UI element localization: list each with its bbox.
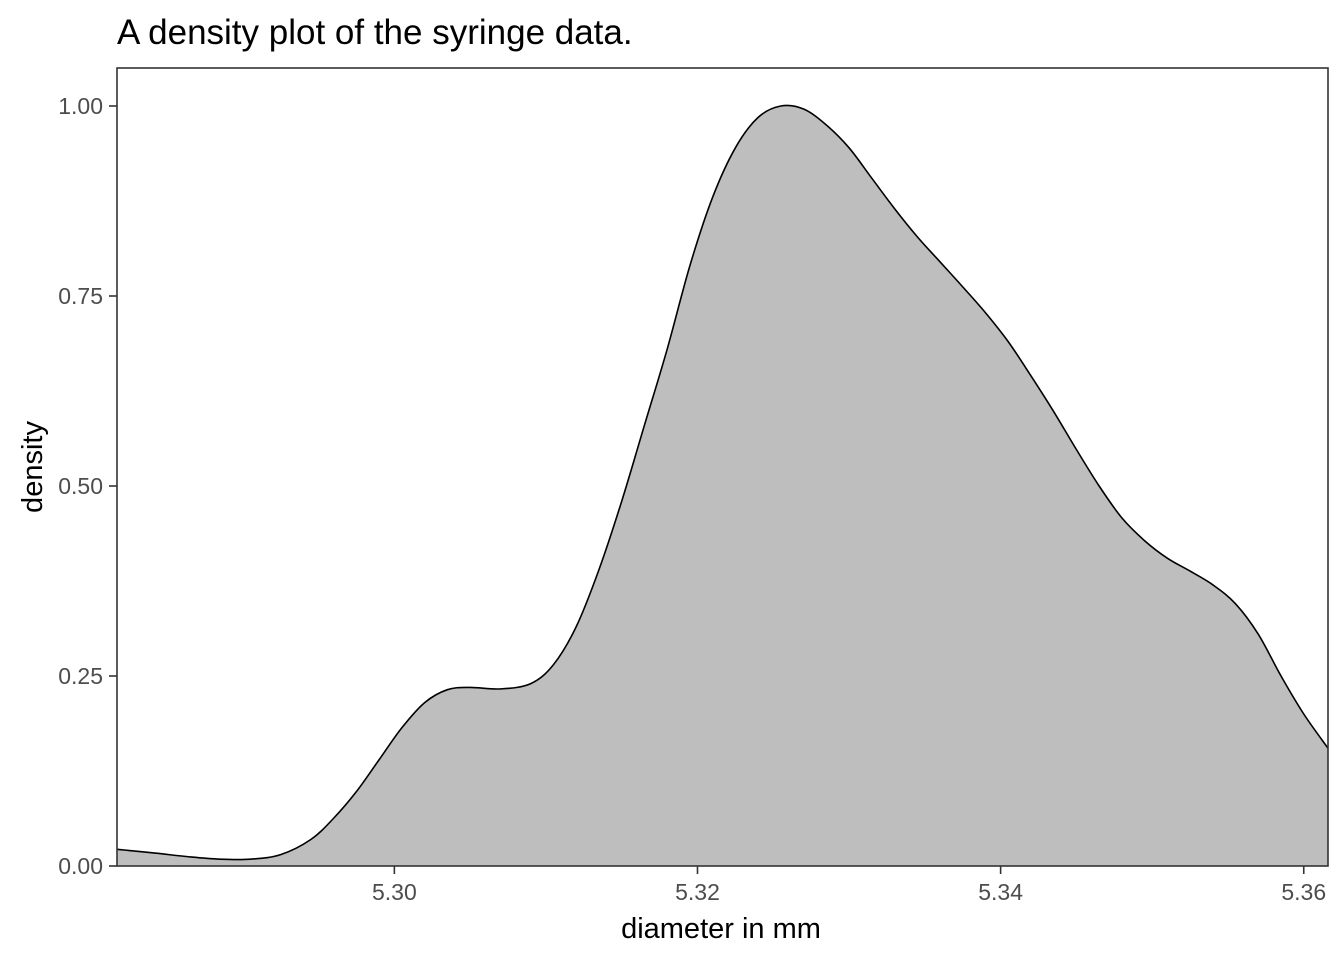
- x-axis-title: diameter in mm: [621, 913, 821, 945]
- chart-title: A density plot of the syringe data.: [117, 13, 633, 52]
- x-tick-label: 5.34: [978, 879, 1023, 905]
- y-tick-label: 0.50: [58, 473, 103, 499]
- x-tick-label: 5.36: [1281, 879, 1326, 905]
- y-axis: 0.00 0.25 0.50 0.75 1.00: [58, 93, 117, 879]
- x-tick-label: 5.32: [675, 879, 720, 905]
- x-axis: 5.30 5.32 5.34 5.36: [372, 866, 1326, 905]
- y-tick-label: 1.00: [58, 93, 103, 119]
- density-area: [117, 105, 1328, 867]
- plot-area: [116, 104, 1329, 867]
- y-axis-title: density: [17, 421, 49, 513]
- y-tick-label: 0.25: [58, 663, 103, 689]
- density-line: [116, 104, 1329, 861]
- x-tick-label: 5.30: [372, 879, 417, 905]
- y-tick-label: 0.75: [58, 283, 103, 309]
- y-tick-label: 0.00: [58, 853, 103, 879]
- panel-border: [116, 67, 1329, 867]
